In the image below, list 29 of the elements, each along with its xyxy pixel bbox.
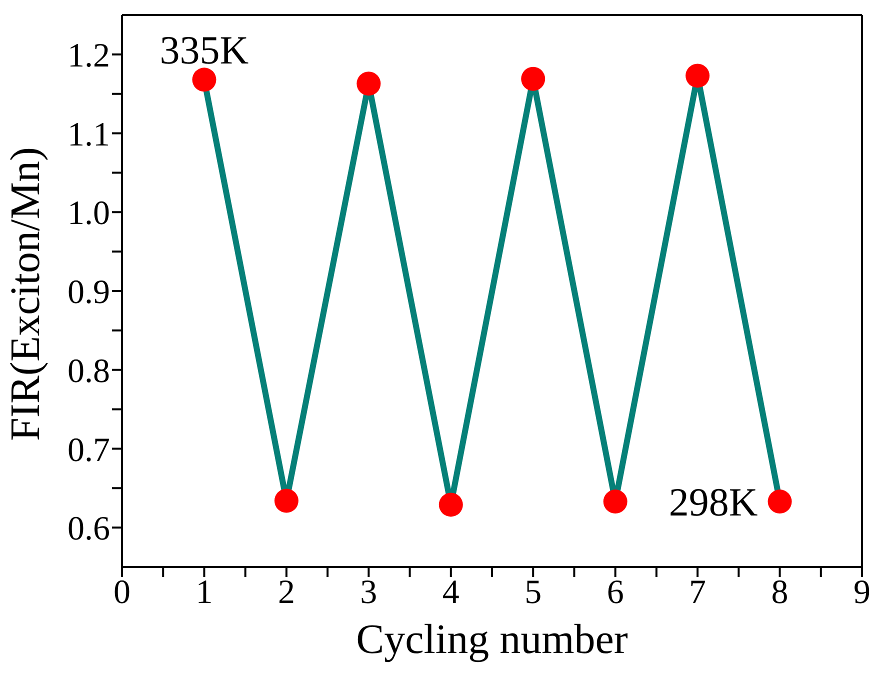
x-tick-label: 8 xyxy=(771,574,788,612)
x-tick-label: 4 xyxy=(442,574,460,612)
annotation: 335K xyxy=(160,28,249,73)
x-tick-label: 3 xyxy=(360,574,378,612)
point xyxy=(274,488,298,513)
x-tick-label: 5 xyxy=(524,574,542,612)
point xyxy=(686,64,710,88)
y-tick-label: 0.8 xyxy=(68,352,110,390)
x-tick-label: 7 xyxy=(689,574,706,612)
y-tick-label: 0.9 xyxy=(68,274,110,312)
point xyxy=(192,68,216,92)
point xyxy=(438,492,463,517)
y-tick-label: 1.2 xyxy=(68,38,110,74)
point xyxy=(603,490,628,514)
y-tick-label: 1.1 xyxy=(68,116,110,154)
y-tick-label: 0.6 xyxy=(68,510,110,548)
point xyxy=(356,72,381,96)
y-tick-label: 0.7 xyxy=(68,432,110,469)
y-axis-title: FIR(Exciton/Mn) xyxy=(2,147,49,441)
point xyxy=(521,66,546,91)
x-tick-label: 9 xyxy=(854,574,870,612)
x-axis-title: Cycling number xyxy=(356,617,628,663)
x-tick-label: 1 xyxy=(196,574,213,612)
x-tick-label: 6 xyxy=(606,574,624,612)
point xyxy=(768,490,792,514)
y-tick-label: 1.0 xyxy=(68,195,110,232)
x-tick-label: 2 xyxy=(278,574,295,612)
x-tick-label: 0 xyxy=(114,574,130,612)
annotation: 298K xyxy=(668,480,758,525)
